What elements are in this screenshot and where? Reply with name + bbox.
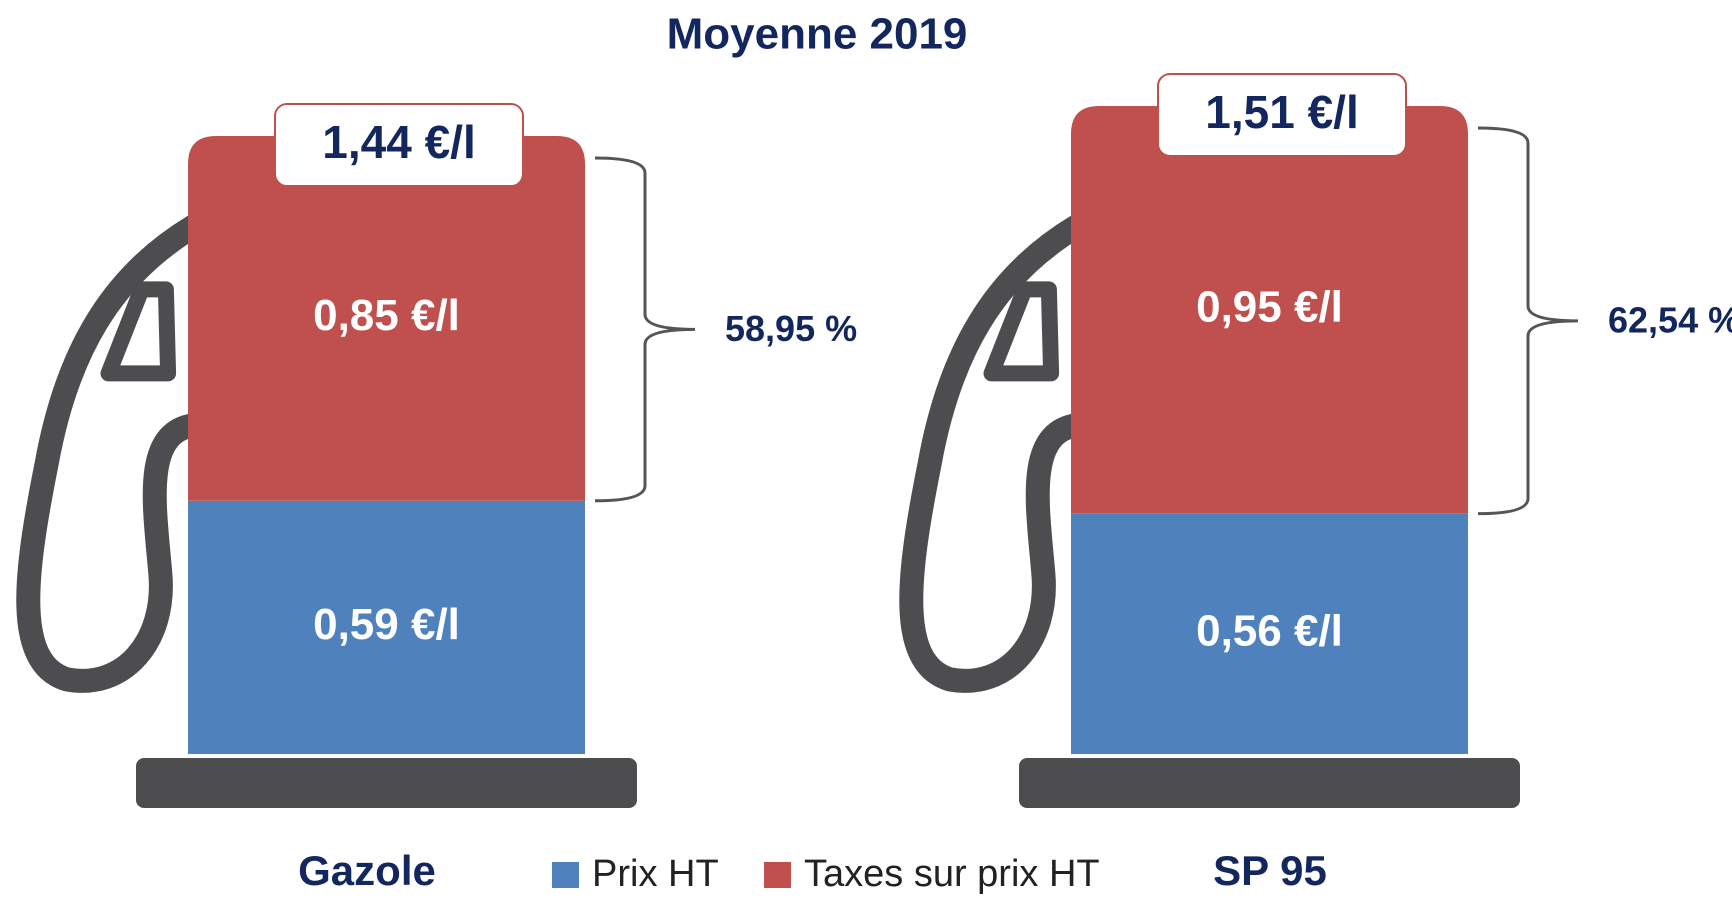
- chart-title: Moyenne 2019: [667, 10, 968, 59]
- legend-label: Taxes sur prix HT: [804, 853, 1100, 895]
- total-label: 1,44 €/l: [322, 116, 475, 168]
- brace: [595, 158, 695, 501]
- brace: [1478, 128, 1578, 514]
- tax-share-label: 58,95 %: [725, 308, 857, 349]
- value-label: 0,85 €/l: [313, 291, 460, 340]
- legend-swatch: [764, 862, 791, 888]
- total-label: 1,51 €/l: [1205, 86, 1358, 138]
- pump-base: [1019, 758, 1520, 808]
- category-label: SP 95: [1213, 847, 1327, 894]
- value-label: 0,95 €/l: [1196, 282, 1343, 331]
- chart: Moyenne 2019 0,59 €/l 0,85 €/l 1,44 €/l 58,…: [0, 0, 1732, 895]
- tax-share-label: 62,54 %: [1608, 299, 1732, 340]
- category-label: Gazole: [298, 847, 436, 894]
- pump-base: [136, 758, 637, 808]
- legend-swatch: [552, 862, 579, 888]
- value-label: 0,56 €/l: [1196, 606, 1343, 655]
- value-label: 0,59 €/l: [313, 600, 460, 649]
- legend-label: Prix HT: [592, 853, 719, 895]
